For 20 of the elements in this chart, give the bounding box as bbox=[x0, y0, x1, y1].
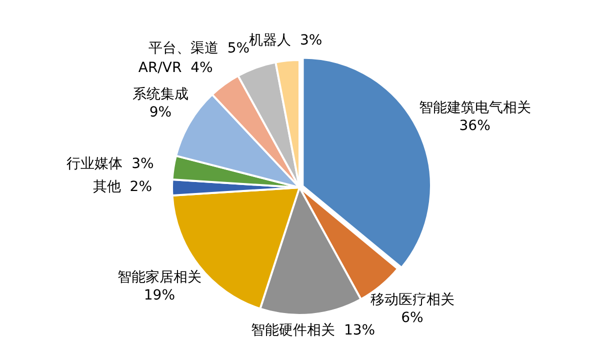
data-label: 9% bbox=[149, 104, 172, 121]
data-label: 4% bbox=[190, 60, 213, 76]
data-label: 13% bbox=[344, 322, 376, 338]
data-label: 5% bbox=[227, 40, 250, 56]
data-label: 19% bbox=[144, 287, 176, 304]
slice-label: 系统集成 bbox=[132, 86, 188, 103]
data-label: 2% bbox=[130, 179, 152, 196]
data-label: 36% bbox=[459, 118, 490, 134]
data-label: 6% bbox=[401, 310, 424, 326]
slice-label: 智能家居相关 bbox=[117, 269, 202, 286]
slice-label: 其他 bbox=[92, 179, 121, 196]
slice-label: 机器人 bbox=[249, 32, 292, 48]
slice-label: 智能硬件相关 bbox=[251, 322, 336, 338]
data-label: 3% bbox=[132, 156, 154, 172]
slice-label: 智能建筑电气相关 bbox=[418, 100, 531, 116]
slice-label: 平台、渠道 bbox=[148, 40, 218, 56]
slice-label: AR/VR bbox=[138, 60, 182, 76]
slice-label: 移动医疗相关 bbox=[370, 292, 454, 308]
data-label: 3% bbox=[300, 32, 322, 48]
slice-label: 行业媒体 bbox=[66, 156, 123, 172]
